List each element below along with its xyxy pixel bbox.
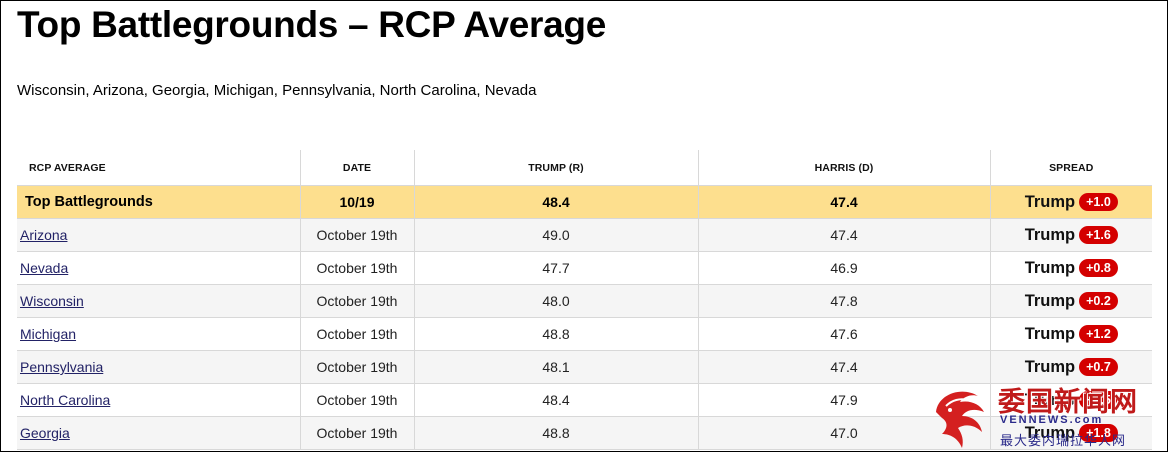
state-cell: Nevada [17,251,300,285]
average-label: Top Battlegrounds [17,185,300,219]
trump-cell: 49.0 [413,218,698,252]
state-cell: Wisconsin [17,284,300,318]
page-subtitle: Wisconsin, Arizona, Georgia, Michigan, P… [17,82,537,99]
table-row: Georgia October 19th 48.8 47.0 Trump +1.8 [17,416,1152,450]
state-cell: Pennsylvania [17,350,300,384]
spread-candidate: Trump [1024,225,1076,244]
trump-cell: 48.8 [413,416,698,450]
column-header-trump: TRUMP (R) [413,150,698,186]
table-header-row: RCP AVERAGE DATE TRUMP (R) HARRIS (D) SP… [17,150,1152,186]
spread-badge: +1.2 [1079,325,1118,343]
spread-candidate: Trump [1024,357,1076,376]
page-title: Top Battlegrounds – RCP Average [17,4,606,45]
harris-cell: 47.4 [697,350,990,384]
average-row: Top Battlegrounds 10/19 48.4 47.4 Trump … [17,185,1152,219]
spread-badge: +0.2 [1079,292,1118,310]
spread-cell: Trump +1.8 [989,416,1152,450]
spread-cell: Trump +0.5 [989,383,1152,417]
spread-candidate: Trump [1024,390,1076,409]
state-link[interactable]: Michigan [20,326,77,342]
column-header-harris: HARRIS (D) [697,150,990,186]
state-cell: Michigan [17,317,300,351]
average-date: 10/19 [299,185,414,219]
table-row: Wisconsin October 19th 48.0 47.8 Trump +0.2 [17,284,1152,318]
spread-candidate: Trump [1024,258,1076,277]
state-link[interactable]: Pennsylvania [20,359,104,375]
date-cell: October 19th [299,317,414,351]
state-link[interactable]: Nevada [20,260,69,276]
column-header-rcp-average: RCP AVERAGE [17,150,300,186]
spread-cell: Trump +0.7 [989,350,1152,384]
date-cell: October 19th [299,383,414,417]
table-row: Michigan October 19th 48.8 47.6 Trump +1.2 [17,317,1152,351]
state-cell: Georgia [17,416,300,450]
dragon-logo-icon [936,391,984,448]
trump-cell: 48.1 [413,350,698,384]
spread-candidate: Trump [1024,324,1076,343]
spread-badge: +1.0 [1079,193,1118,211]
spread-candidate: Trump [1024,291,1076,310]
spread-candidate: Trump [1024,423,1076,442]
state-cell: Arizona [17,218,300,252]
spread-cell: Trump +1.6 [989,218,1152,252]
watermark-cn-subtitle: 最大委内瑞拉华人网 [1000,434,1127,449]
table-row: North Carolina October 19th 48.4 47.9 Trump +… [17,383,1152,417]
trump-cell: 48.8 [413,317,698,351]
column-header-date: DATE [299,150,414,186]
column-header-spread: SPREAD [989,150,1152,186]
watermark-en-title: VENNEWS.com [1000,414,1104,426]
average-spread: Trump +1.0 [989,185,1152,219]
harris-cell: 47.8 [697,284,990,318]
date-cell: October 19th [299,251,414,285]
spread-badge: +1.8 [1079,424,1118,442]
watermark: 委国新闻网 VENNEWS.com 最大委内瑞拉华人网 [928,380,1168,452]
state-link[interactable]: Arizona [20,227,68,243]
harris-cell: 47.4 [697,218,990,252]
spread-candidate: Trump [1024,192,1076,211]
average-harris: 47.4 [697,185,990,219]
spread-badge: +0.5 [1079,391,1118,409]
date-cell: October 19th [299,416,414,450]
table-row: Pennsylvania October 19th 48.1 47.4 Trump +0.… [17,350,1152,384]
average-trump: 48.4 [413,185,698,219]
trump-cell: 47.7 [413,251,698,285]
spread-cell: Trump +0.2 [989,284,1152,318]
spread-cell: Trump +0.8 [989,251,1152,285]
state-link[interactable]: Georgia [20,425,70,441]
spread-badge: +1.6 [1079,226,1118,244]
date-cell: October 19th [299,218,414,252]
harris-cell: 47.6 [697,317,990,351]
table-row: Nevada October 19th 47.7 46.9 Trump +0.8 [17,251,1152,285]
harris-cell: 46.9 [697,251,990,285]
date-cell: October 19th [299,350,414,384]
state-link[interactable]: Wisconsin [20,293,84,309]
state-link[interactable]: North Carolina [20,392,111,408]
date-cell: October 19th [299,284,414,318]
table-row: Arizona October 19th 49.0 47.4 Trump +1.6 [17,218,1152,252]
polls-table: RCP AVERAGE DATE TRUMP (R) HARRIS (D) SP… [17,150,1152,450]
spread-badge: +0.7 [1079,358,1118,376]
watermark-cn-title: 委国新闻网 [998,387,1138,418]
trump-cell: 48.4 [413,383,698,417]
harris-cell: 47.0 [697,416,990,450]
state-cell: North Carolina [17,383,300,417]
spread-badge: +0.8 [1079,259,1118,277]
trump-cell: 48.0 [413,284,698,318]
spread-cell: Trump +1.2 [989,317,1152,351]
